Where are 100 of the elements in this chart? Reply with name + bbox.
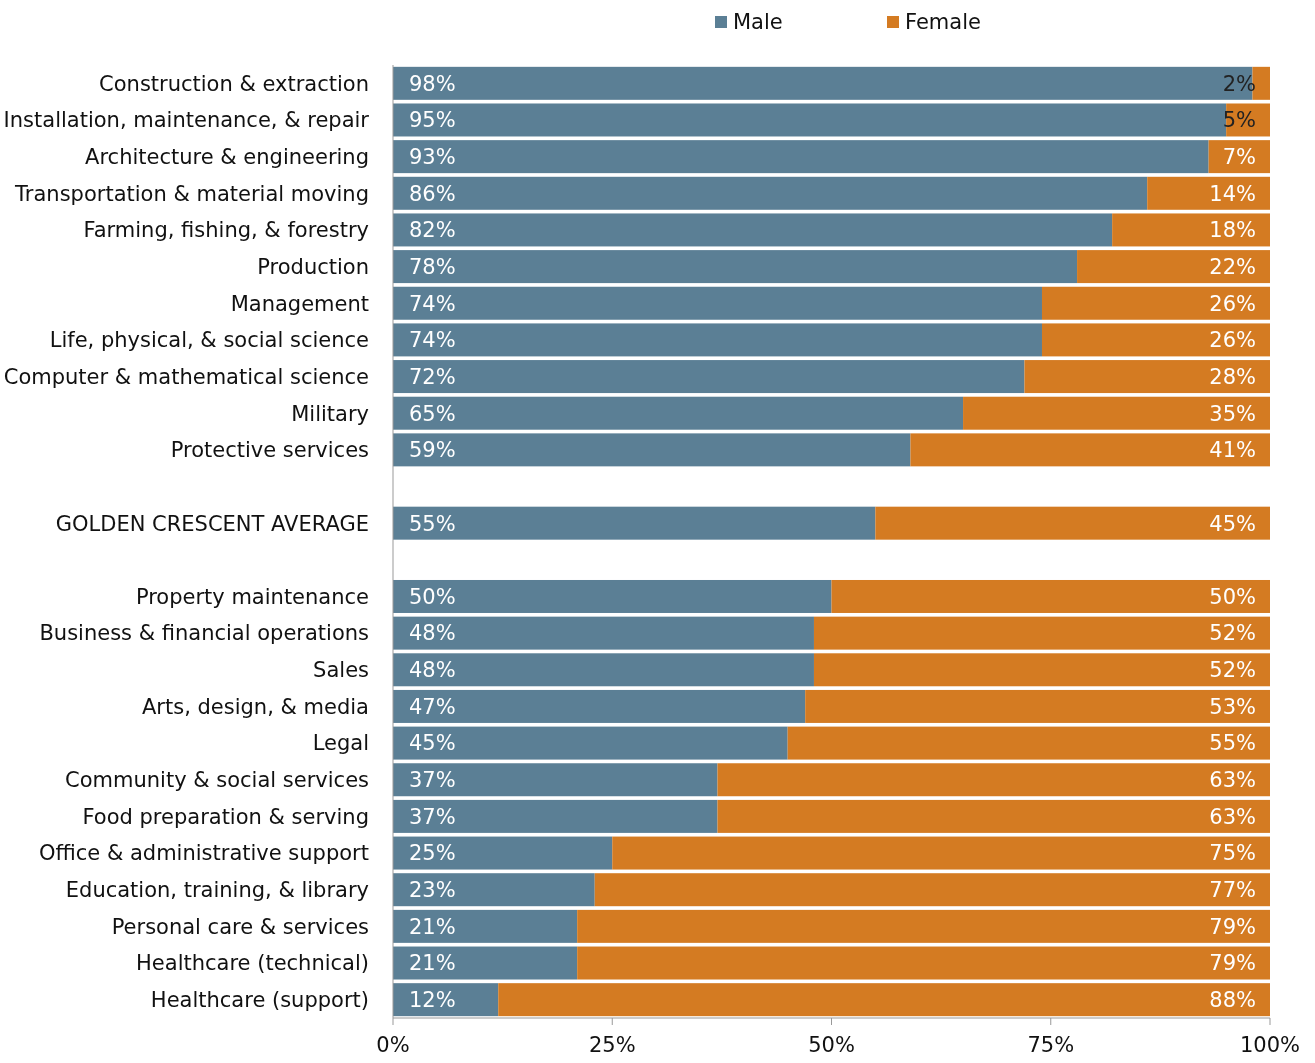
bar bbox=[393, 579, 832, 613]
y-tick-label: Property maintenance bbox=[135, 584, 369, 609]
data-label: 88% bbox=[1209, 988, 1256, 1013]
data-label: 82% bbox=[409, 218, 456, 243]
data-label: 12% bbox=[409, 988, 456, 1013]
bar bbox=[393, 873, 595, 907]
bar bbox=[813, 616, 1270, 650]
bar bbox=[717, 799, 1270, 833]
data-label: 65% bbox=[409, 401, 456, 426]
data-label: 86% bbox=[409, 181, 456, 206]
data-label: 93% bbox=[409, 144, 456, 169]
y-tick-label: Construction & extraction bbox=[99, 71, 369, 96]
bar bbox=[393, 66, 1253, 100]
data-label: 72% bbox=[409, 364, 456, 389]
bar bbox=[393, 836, 613, 870]
data-label: 52% bbox=[1209, 658, 1256, 683]
data-label: 21% bbox=[409, 914, 456, 939]
data-label: 50% bbox=[1209, 584, 1256, 609]
data-label: 47% bbox=[409, 694, 456, 719]
bar bbox=[875, 506, 1270, 540]
bar bbox=[393, 909, 578, 943]
bar bbox=[393, 396, 964, 430]
bar bbox=[1147, 176, 1270, 210]
bar bbox=[1024, 360, 1270, 394]
data-label: 53% bbox=[1209, 694, 1256, 719]
data-label: 52% bbox=[1209, 621, 1256, 646]
bar bbox=[1041, 286, 1270, 320]
data-label: 22% bbox=[1209, 254, 1256, 279]
bar bbox=[1077, 250, 1270, 284]
data-label: 79% bbox=[1209, 914, 1256, 939]
bar bbox=[393, 213, 1113, 247]
legend-label: Female bbox=[905, 10, 981, 35]
bar bbox=[393, 323, 1042, 357]
data-label: 75% bbox=[1209, 841, 1256, 866]
y-tick-label: Transportation & material moving bbox=[14, 181, 369, 206]
data-label: 50% bbox=[409, 584, 456, 609]
x-tick-label: 75% bbox=[1027, 1033, 1075, 1057]
data-label: 98% bbox=[409, 71, 456, 96]
data-label: 37% bbox=[409, 804, 456, 829]
y-tick-label: Office & administrative support bbox=[38, 841, 369, 866]
data-label: 28% bbox=[1209, 364, 1256, 389]
y-tick-label: Computer & mathematical science bbox=[3, 364, 369, 389]
y-tick-label: Farming, fishing, & forestry bbox=[83, 218, 369, 243]
data-label: 21% bbox=[409, 951, 456, 976]
bar bbox=[577, 946, 1270, 980]
y-tick-label: Management bbox=[230, 291, 369, 316]
bar bbox=[498, 983, 1270, 1017]
data-label: 55% bbox=[409, 511, 456, 536]
bar bbox=[393, 653, 814, 687]
y-tick-label: Education, training, & library bbox=[65, 878, 369, 903]
data-label: 77% bbox=[1209, 878, 1256, 903]
bar bbox=[787, 726, 1270, 760]
bar bbox=[393, 506, 876, 540]
y-tick-label: GOLDEN CRESCENT AVERAGE bbox=[55, 511, 369, 536]
bar bbox=[963, 396, 1270, 430]
bar bbox=[393, 799, 718, 833]
bar bbox=[831, 579, 1270, 613]
y-tick-label: Healthcare (technical) bbox=[136, 951, 369, 976]
bar bbox=[393, 946, 578, 980]
data-label: 63% bbox=[1209, 804, 1256, 829]
data-label: 41% bbox=[1209, 438, 1256, 463]
bar bbox=[577, 909, 1270, 943]
y-tick-label: Business & financial operations bbox=[39, 621, 369, 646]
bar bbox=[393, 250, 1078, 284]
data-label: 95% bbox=[409, 108, 456, 133]
bar bbox=[612, 836, 1270, 870]
legend-label: Male bbox=[733, 10, 783, 35]
bar bbox=[393, 360, 1025, 394]
data-label: 26% bbox=[1209, 291, 1256, 316]
data-label: 55% bbox=[1209, 731, 1256, 756]
bar bbox=[393, 286, 1042, 320]
bar bbox=[1112, 213, 1270, 247]
y-tick-label: Military bbox=[291, 401, 369, 426]
bar bbox=[594, 873, 1270, 907]
y-tick-label: Food preparation & serving bbox=[82, 804, 369, 829]
data-label: 7% bbox=[1222, 144, 1256, 169]
data-label: 63% bbox=[1209, 768, 1256, 793]
data-label: 59% bbox=[409, 438, 456, 463]
y-tick-label: Installation, maintenance, & repair bbox=[3, 108, 370, 133]
data-label: 26% bbox=[1209, 328, 1256, 353]
y-tick-label: Production bbox=[257, 254, 369, 279]
bar bbox=[393, 616, 814, 650]
data-label: 78% bbox=[409, 254, 456, 279]
x-tick-label: 25% bbox=[588, 1033, 636, 1057]
bar bbox=[393, 176, 1148, 210]
data-label: 74% bbox=[409, 328, 456, 353]
y-tick-label: Healthcare (support) bbox=[150, 988, 369, 1013]
y-tick-label: Community & social services bbox=[65, 768, 369, 793]
data-label: 14% bbox=[1209, 181, 1256, 206]
bar bbox=[1041, 323, 1270, 357]
data-label: 74% bbox=[409, 291, 456, 316]
data-label: 48% bbox=[409, 658, 456, 683]
data-label: 25% bbox=[409, 841, 456, 866]
bar bbox=[910, 433, 1270, 467]
y-tick-label: Architecture & engineering bbox=[85, 144, 369, 169]
bar bbox=[393, 433, 911, 467]
bar bbox=[717, 763, 1270, 797]
bar bbox=[393, 763, 718, 797]
bar bbox=[393, 689, 806, 723]
y-tick-label: Life, physical, & social science bbox=[49, 328, 369, 353]
